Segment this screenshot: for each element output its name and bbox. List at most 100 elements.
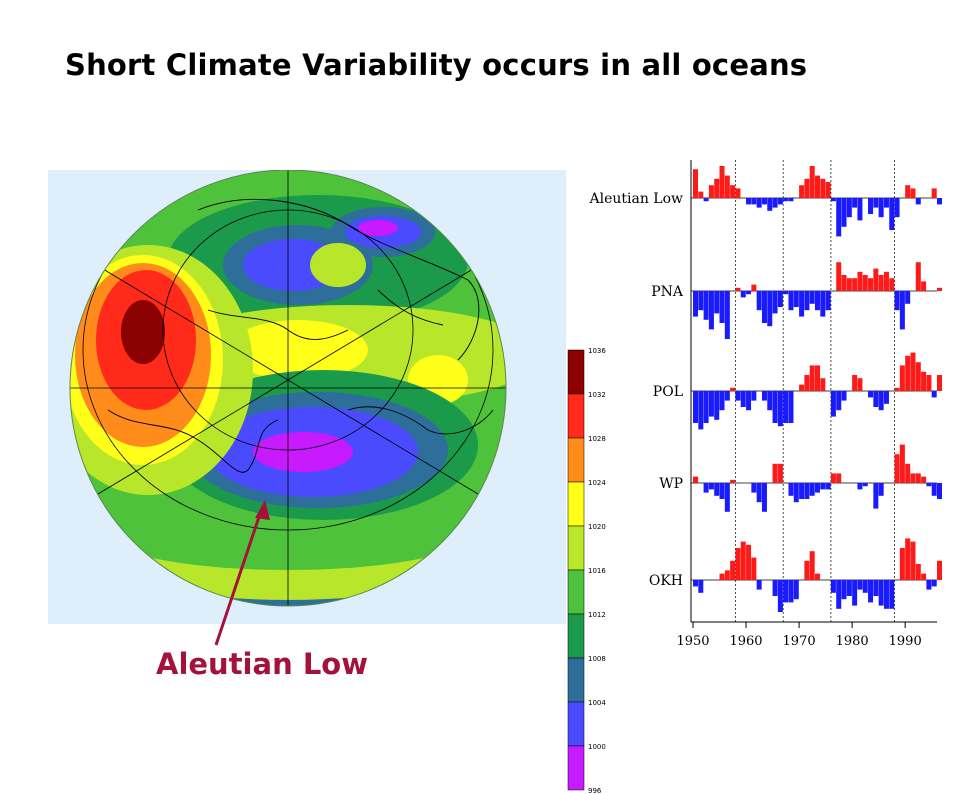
bar	[788, 291, 794, 311]
x-tick-label: 1960	[729, 634, 762, 649]
bar	[793, 580, 799, 600]
bar	[905, 185, 911, 198]
colorbar-label: 1028	[588, 435, 606, 443]
bar	[693, 580, 699, 587]
bar	[735, 287, 741, 291]
bar	[815, 573, 821, 580]
bar	[846, 278, 852, 291]
bar	[772, 580, 778, 596]
bar	[894, 454, 900, 483]
bar	[910, 541, 916, 580]
bar	[873, 198, 879, 208]
bar	[921, 573, 927, 580]
bar	[931, 391, 937, 398]
series-pna: PNA	[651, 262, 943, 339]
bar	[708, 291, 714, 330]
bar	[730, 479, 736, 483]
bar	[894, 198, 900, 218]
bar	[820, 178, 826, 198]
bar	[836, 473, 842, 483]
series-label: Aleutian Low	[588, 191, 683, 207]
bar	[698, 191, 704, 198]
bar	[873, 580, 879, 596]
bar	[815, 175, 821, 198]
bar	[730, 560, 736, 580]
bar	[825, 182, 831, 198]
colorbar-label: 996	[588, 787, 602, 794]
bar	[724, 570, 730, 580]
bar	[820, 483, 826, 490]
bar	[761, 198, 767, 205]
bar	[714, 483, 720, 496]
bar	[783, 198, 789, 202]
bar	[836, 580, 842, 609]
bar	[889, 278, 895, 291]
bar	[878, 198, 884, 218]
bar	[767, 291, 773, 327]
series-wp: WP	[659, 444, 943, 512]
bar	[910, 188, 916, 198]
bar	[724, 291, 730, 339]
colorbar-swatch	[567, 701, 585, 747]
bar	[703, 391, 709, 423]
x-tick-label: 1980	[836, 634, 869, 649]
bar	[793, 483, 799, 503]
bar	[708, 391, 714, 417]
bar	[937, 483, 943, 499]
bar	[905, 538, 911, 580]
bar	[873, 268, 879, 291]
bar	[804, 178, 810, 198]
colorbar-label: 1004	[588, 699, 606, 707]
bar	[719, 573, 725, 580]
bar	[915, 262, 921, 291]
bar	[905, 355, 911, 391]
bar	[915, 362, 921, 391]
bar	[735, 188, 741, 198]
series-okh: OKH	[649, 538, 943, 612]
bar	[799, 483, 805, 499]
bar	[804, 483, 810, 499]
bar	[921, 476, 927, 483]
colorbar-label: 1000	[588, 743, 606, 751]
bar	[926, 483, 932, 487]
bar	[693, 291, 699, 317]
bar	[846, 580, 852, 596]
bar	[793, 291, 799, 307]
bar	[852, 375, 858, 391]
x-tick-label: 1990	[889, 634, 922, 649]
colorbar-swatch	[567, 745, 585, 791]
bar	[761, 483, 767, 512]
bar	[788, 391, 794, 423]
bar	[937, 198, 943, 205]
bar	[740, 541, 746, 580]
bar	[937, 560, 943, 580]
bar	[708, 185, 714, 198]
bar	[815, 291, 821, 311]
series-pol: POL	[653, 352, 943, 430]
bar	[889, 580, 895, 609]
bar	[719, 291, 725, 323]
bar	[857, 378, 863, 391]
bar	[862, 580, 868, 593]
colorbar-label: 1032	[588, 391, 606, 399]
colorbar-label: 1024	[588, 479, 606, 487]
x-tick-label: 1950	[676, 634, 709, 649]
bar	[809, 483, 815, 496]
bar	[719, 483, 725, 499]
bar	[804, 560, 810, 580]
bar	[899, 444, 905, 483]
bar	[714, 291, 720, 314]
bar	[719, 391, 725, 411]
bar	[809, 291, 815, 304]
bar	[777, 391, 783, 427]
bar	[926, 580, 932, 590]
bar	[868, 391, 874, 398]
bar	[825, 483, 831, 490]
colorbar-label: 1020	[588, 523, 606, 531]
bar	[852, 580, 858, 606]
bar	[841, 198, 847, 227]
colorbar-label: 1012	[588, 611, 606, 619]
bar	[862, 275, 868, 291]
colorbar-swatch	[567, 481, 585, 527]
x-tick-label: 1970	[783, 634, 816, 649]
